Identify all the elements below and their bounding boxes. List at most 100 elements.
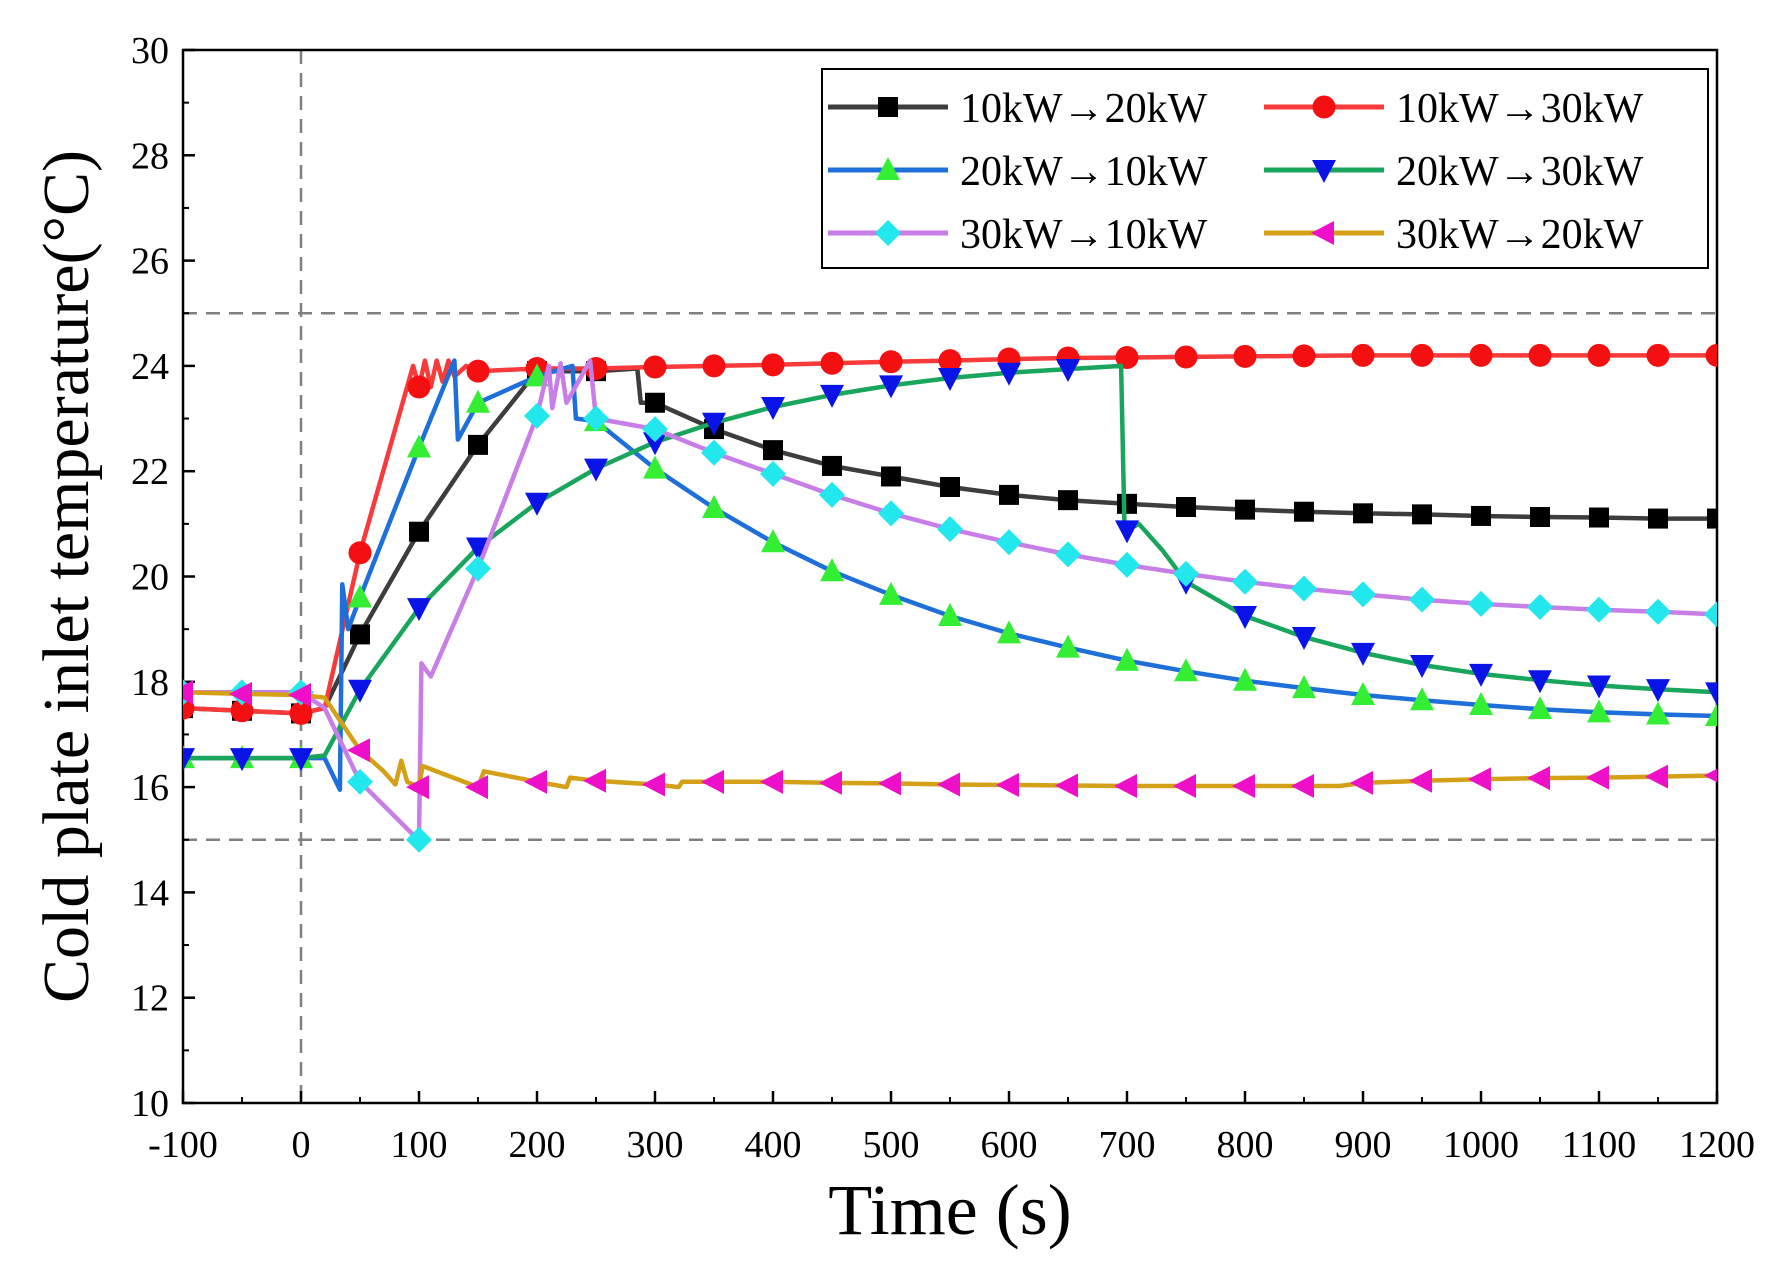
data-point <box>1351 681 1375 705</box>
data-point <box>938 349 962 373</box>
data-point <box>643 355 667 379</box>
y-axis-label: Cold plate inlet temperature(°C) <box>30 150 103 1003</box>
data-point <box>702 495 726 519</box>
legend-item: 20kW→30kW <box>1264 149 1644 195</box>
data-point <box>1176 497 1196 518</box>
series-1 <box>183 361 1717 724</box>
data-point <box>996 529 1022 556</box>
data-point <box>1587 699 1611 723</box>
data-point <box>407 598 431 622</box>
x-tick-label: 1100 <box>1562 1124 1637 1166</box>
data-point <box>940 476 960 497</box>
data-point <box>1469 691 1493 715</box>
data-point <box>1589 507 1609 528</box>
data-point <box>1410 687 1434 711</box>
data-point <box>1409 768 1432 793</box>
data-point <box>1527 594 1553 621</box>
data-point <box>466 537 490 561</box>
data-point <box>583 405 609 432</box>
legend-marker <box>875 220 901 246</box>
series-4 <box>183 359 1717 772</box>
data-point <box>1586 765 1609 790</box>
data-point <box>763 440 783 461</box>
data-point <box>701 439 727 466</box>
data-point <box>878 771 901 796</box>
data-point <box>701 769 724 794</box>
data-point <box>881 466 901 487</box>
data-point <box>879 581 903 605</box>
data-point <box>1645 764 1668 789</box>
data-point <box>183 748 195 772</box>
data-point <box>1350 770 1373 795</box>
data-point <box>820 384 844 408</box>
data-point <box>1645 598 1671 625</box>
data-point <box>1291 575 1317 602</box>
data-point <box>1115 345 1139 369</box>
data-point <box>347 738 370 763</box>
data-point <box>938 368 962 392</box>
legend-label: 10kW→30kW <box>1396 86 1644 132</box>
legend-marker <box>1312 95 1336 119</box>
y-tick-label: 28 <box>131 135 169 177</box>
data-point <box>643 455 667 479</box>
data-point <box>1174 658 1198 682</box>
data-point <box>524 402 550 429</box>
y-tick-label: 18 <box>131 662 169 704</box>
data-point <box>1648 508 1668 529</box>
data-point <box>938 602 962 626</box>
data-point <box>1528 343 1552 367</box>
data-point <box>997 362 1021 386</box>
y-tick-label: 10 <box>131 1083 169 1125</box>
data-point <box>643 432 667 456</box>
data-point <box>1705 703 1717 727</box>
data-point <box>406 826 432 853</box>
data-point <box>702 412 726 436</box>
data-point <box>1468 590 1494 617</box>
data-point <box>1233 605 1257 629</box>
x-tick-label: 800 <box>1217 1124 1274 1166</box>
data-point <box>1705 682 1717 706</box>
data-point <box>1412 504 1432 525</box>
legend-marker <box>878 97 898 117</box>
data-point <box>1469 343 1493 367</box>
data-point <box>465 555 491 582</box>
legend-label: 30kW→20kW <box>1396 212 1644 258</box>
x-tick-label: 600 <box>981 1124 1038 1166</box>
data-point <box>819 770 842 795</box>
y-tick-label: 24 <box>131 346 169 388</box>
data-point <box>524 769 547 794</box>
x-tick-label: 1200 <box>1679 1124 1755 1166</box>
data-point <box>1351 642 1375 666</box>
data-point <box>937 772 960 797</box>
data-point <box>1704 601 1717 628</box>
data-point <box>1292 675 1316 699</box>
data-point <box>1233 667 1257 691</box>
data-point <box>1410 343 1434 367</box>
legend-item: 30kW→10kW <box>828 212 1208 258</box>
data-point <box>1056 634 1080 658</box>
series-6 <box>183 680 1717 800</box>
data-point <box>879 350 903 374</box>
data-point <box>1528 696 1552 720</box>
data-point <box>230 699 254 723</box>
data-point <box>820 351 844 375</box>
data-point <box>466 359 490 383</box>
legend-item: 20kW→10kW <box>828 149 1208 195</box>
data-point <box>465 775 488 800</box>
data-point <box>407 434 431 458</box>
data-point <box>1471 505 1491 526</box>
data-point <box>347 768 373 795</box>
data-point <box>1058 490 1078 511</box>
data-point <box>1291 774 1314 799</box>
data-point <box>1173 774 1196 799</box>
data-point <box>937 516 963 543</box>
data-point <box>822 455 842 476</box>
legend-label: 30kW→10kW <box>960 212 1208 258</box>
data-point <box>1705 343 1717 367</box>
data-point <box>1232 568 1258 595</box>
data-point <box>1292 344 1316 368</box>
data-point <box>1469 663 1493 687</box>
y-tick-label: 26 <box>131 241 169 283</box>
data-point <box>1292 627 1316 651</box>
